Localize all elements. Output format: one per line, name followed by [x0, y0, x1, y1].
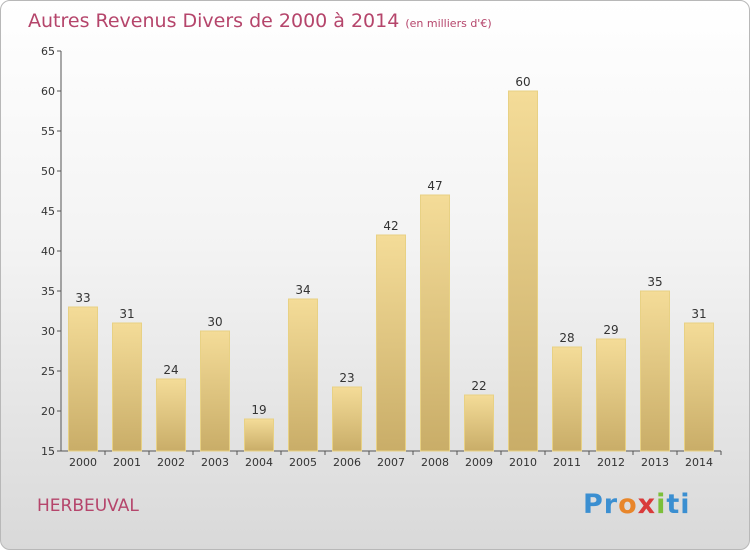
- bar-value-label: 60: [515, 75, 530, 89]
- x-tick-label: 2006: [333, 456, 361, 469]
- x-tick-label: 2004: [245, 456, 273, 469]
- bar: [68, 306, 98, 452]
- chart-unit: (en milliers d'€): [405, 17, 492, 30]
- bar: [244, 418, 274, 452]
- y-tick-label: 15: [41, 445, 55, 458]
- y-tick-label: 20: [41, 405, 55, 418]
- bar-value-label: 34: [295, 283, 310, 297]
- bar-value-label: 22: [471, 379, 486, 393]
- bar: [156, 378, 186, 452]
- labels: 33 31 24 30 19 34 23 42 47 22 60 28 29 35 31: [75, 75, 706, 417]
- bar: [640, 290, 670, 452]
- y-tick-label: 30: [41, 325, 55, 338]
- bar: [420, 194, 450, 452]
- bar: [552, 346, 582, 452]
- bars: [68, 90, 714, 452]
- bar: [332, 386, 362, 452]
- bar-value-label: 30: [207, 315, 222, 329]
- y-tick-label: 25: [41, 365, 55, 378]
- x-tick-label: 2007: [377, 456, 405, 469]
- bar: [508, 90, 538, 452]
- y-tick-label: 60: [41, 85, 55, 98]
- bar-value-label: 29: [603, 323, 618, 337]
- y-tick-label: 35: [41, 285, 55, 298]
- x-tick-label: 2000: [69, 456, 97, 469]
- bar-value-label: 31: [119, 307, 134, 321]
- bar: [684, 322, 714, 452]
- y-tick-label: 55: [41, 125, 55, 138]
- x-tick-label: 2008: [421, 456, 449, 469]
- bar-value-label: 35: [647, 275, 662, 289]
- bar-value-label: 19: [251, 403, 266, 417]
- bar: [288, 298, 318, 452]
- logo-part-1: Pr: [583, 489, 619, 520]
- bar: [376, 234, 406, 452]
- x-tick-label: 2005: [289, 456, 317, 469]
- y-tick-label: 40: [41, 245, 55, 258]
- bar-value-label: 23: [339, 371, 354, 385]
- bar-value-label: 47: [427, 179, 442, 193]
- bar: [112, 322, 142, 452]
- bar-value-label: 33: [75, 291, 90, 305]
- x-tick-label: 2014: [685, 456, 713, 469]
- chart-title: Autres Revenus Divers de 2000 à 2014 (en …: [28, 10, 492, 32]
- x-tick-label: 2009: [465, 456, 493, 469]
- y-tick-label: 65: [41, 45, 55, 58]
- y-tick-label: 45: [41, 205, 55, 218]
- logo-part-2: o: [618, 489, 638, 520]
- x-tick-label: 2001: [113, 456, 141, 469]
- bar-value-label: 28: [559, 331, 574, 345]
- x-tick-label: 2012: [597, 456, 625, 469]
- bar: [464, 394, 494, 452]
- logo-part-3: x: [637, 489, 657, 520]
- logo-part-4: i: [656, 489, 667, 520]
- bar: [596, 338, 626, 452]
- bar: [200, 330, 230, 452]
- x-tick-label: 2010: [509, 456, 537, 469]
- x-tick-label: 2003: [201, 456, 229, 469]
- x-tick-label: 2002: [157, 456, 185, 469]
- x-tick-label: 2011: [553, 456, 581, 469]
- bar-value-label: 31: [691, 307, 706, 321]
- y-tick-label: 50: [41, 165, 55, 178]
- x-tick-label: 2013: [641, 456, 669, 469]
- chart-title-text: Autres Revenus Divers de 2000 à 2014: [28, 10, 400, 32]
- bar-value-label: 42: [383, 219, 398, 233]
- proxiti-logo: Proxiti: [583, 489, 691, 520]
- bar-value-label: 24: [163, 363, 178, 377]
- logo-part-5: ti: [666, 489, 691, 520]
- commune-name: HERBEUVAL: [37, 496, 139, 516]
